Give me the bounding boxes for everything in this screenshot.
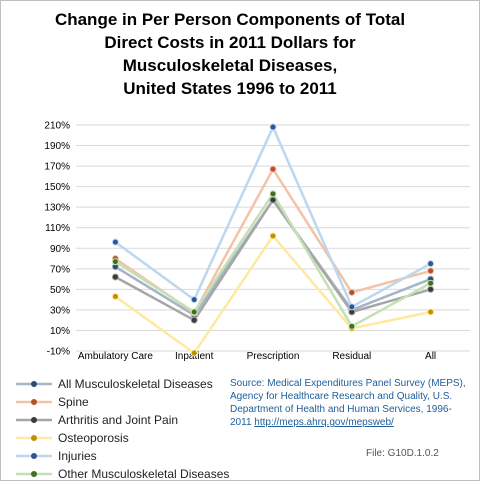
title-line-3: Musculoskeletal Diseases, [122, 56, 338, 75]
legend-item: Arthritis and Joint Pain [14, 412, 244, 430]
data-point-series-6 [190, 308, 198, 316]
data-point-series-3 [190, 316, 198, 324]
x-tick-label: Ambulatory Care [78, 351, 153, 362]
legend-item: Other Musculoskeletal Diseases [14, 466, 244, 484]
data-point-series-2 [269, 165, 277, 173]
series-line-6 [114, 192, 432, 328]
data-point-series-3 [111, 273, 119, 281]
legend-swatch-arthritis [16, 417, 52, 423]
data-point-series-6 [427, 279, 435, 287]
legend-label-arthritis: Arthritis and Joint Pain [58, 413, 179, 427]
source-link[interactable]: http://meps.ahrq.gov/mepsweb/ [254, 417, 394, 428]
legend-marker [31, 471, 37, 477]
data-point-series-4 [427, 308, 435, 316]
data-point-series-5 [427, 260, 435, 268]
series-line-1 [114, 198, 432, 317]
legend-swatch-spine [16, 399, 52, 405]
series-line-3 [114, 198, 431, 322]
x-tick-label: Prescription [247, 351, 300, 362]
legend-label-other-musculoskeletal: Other Musculoskeletal Diseases [58, 467, 230, 481]
data-point-series-6 [348, 322, 356, 330]
y-tick-label: 190% [44, 141, 70, 152]
data-point-series-6 [111, 258, 119, 266]
x-tick-label: Residual [332, 351, 371, 362]
y-tick-label: 90% [50, 244, 70, 255]
data-point-series-5 [269, 123, 277, 131]
legend-marker [31, 435, 37, 441]
source-note: Source: Medical Expenditures Panel Surve… [230, 377, 470, 429]
data-point-series-4 [269, 232, 277, 240]
chart-title: Change in Per Person Components of Total… [30, 8, 430, 100]
legend-marker [31, 399, 37, 405]
legend-swatch-osteoporosis [16, 435, 52, 441]
y-tick-label: 130% [44, 203, 70, 214]
y-tick-label: 150% [44, 182, 70, 193]
y-tick-label: 10% [50, 326, 70, 337]
y-tick-label: 110% [45, 223, 70, 234]
legend-label-all-musculoskeletal: All Musculoskeletal Diseases [58, 377, 213, 391]
title-line-1: Change in Per Person Components of Total [54, 10, 406, 29]
x-tick-label: All [425, 351, 436, 362]
legend-label-spine: Spine [58, 395, 89, 409]
series-line-5 [114, 125, 432, 309]
data-point-series-2 [427, 267, 435, 275]
y-tick-label: 210% [44, 121, 70, 132]
legend-swatch-injuries [16, 453, 52, 459]
legend-marker [31, 381, 37, 387]
y-tick-label: 70% [50, 264, 70, 275]
legend-item: All Musculoskeletal Diseases [14, 376, 244, 394]
data-point-series-6 [269, 190, 277, 198]
legend-swatch-other-musculoskeletal [16, 471, 52, 477]
data-point-series-3 [427, 285, 435, 293]
data-point-series-2 [348, 288, 356, 296]
legend-label-injuries: Injuries [58, 449, 97, 463]
file-label: File: G10D.1.0.2 [366, 448, 439, 459]
legend-item: Spine [14, 394, 244, 412]
data-point-series-5 [348, 303, 356, 311]
data-point-series-4 [111, 293, 119, 301]
legend-swatch-all-musculoskeletal [16, 381, 52, 387]
title-line-2: Direct Costs in 2011 Dollars for [104, 33, 356, 52]
y-tick-label: 50% [50, 285, 70, 296]
source-text: Source: Medical Expenditures Panel Surve… [230, 378, 466, 428]
y-tick-label: 170% [44, 162, 70, 173]
legend-marker [31, 417, 37, 423]
legend-item: Osteoporosis [14, 430, 244, 448]
data-point-series-5 [111, 238, 119, 246]
legend-marker [31, 453, 37, 459]
data-point-series-3 [269, 196, 277, 204]
legend-label-osteoporosis: Osteoporosis [58, 431, 129, 445]
legend-item: Injuries [14, 448, 244, 466]
y-tick-label: 30% [50, 305, 70, 316]
legend: All Musculoskeletal Diseases Spine Arthr… [14, 376, 244, 484]
data-point-series-4 [190, 349, 198, 357]
data-point-series-5 [190, 296, 198, 304]
title-line-4: United States 1996 to 2011 [123, 79, 337, 98]
y-tick-label: -10% [47, 347, 70, 358]
